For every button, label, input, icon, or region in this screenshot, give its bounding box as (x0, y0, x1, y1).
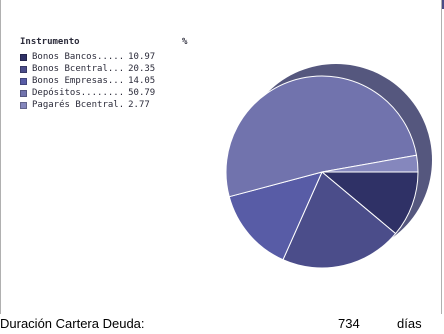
legend-item-value: 10.97 (128, 52, 156, 62)
legend-swatch (20, 101, 27, 109)
legend-header-name: Instrumento (20, 37, 80, 47)
duration-value: 734 (338, 316, 360, 331)
legend-item-value: 2.77 (128, 100, 150, 110)
pie-slice (228, 171, 323, 261)
legend-item-label: Depósitos........ (32, 88, 125, 98)
legend-item: Bonos Empresas... 14.05 (20, 75, 187, 87)
legend-item-value: 20.35 (128, 64, 156, 74)
legend-item-label: Bonos Bcentral... (32, 64, 125, 74)
legend-item: Depósitos........ 50.79 (20, 87, 187, 99)
duration-unit: días (397, 316, 422, 331)
legend-header-value: % (182, 37, 188, 47)
pie-chart (225, 64, 432, 269)
legend-item-label: Pagarés Bcentral. (32, 100, 125, 110)
legend-header: Instrumento % (20, 36, 187, 48)
legend-item-label: Bonos Empresas... (32, 76, 125, 86)
pie-slice (321, 154, 419, 173)
legend-item: Bonos Bancos..... 10.97 (20, 51, 187, 63)
legend-item-value: 50.79 (128, 88, 156, 98)
legend-swatch (20, 65, 27, 73)
legend-item: Bonos Bcentral... 20.35 (20, 63, 187, 75)
duration-label: Duración Cartera Deuda: (0, 316, 145, 331)
legend-item-value: 14.05 (128, 76, 156, 86)
legend-item: Pagarés Bcentral. 2.77 (20, 99, 187, 111)
legend-item-label: Bonos Bancos..... (32, 52, 125, 62)
pie-slice (282, 171, 397, 269)
legend-swatch (20, 89, 27, 97)
pie-slice (320, 171, 419, 235)
pie-slice (225, 75, 418, 198)
legend-swatch (20, 77, 27, 85)
footer-summary: Duración Cartera Deuda: 734 días (0, 314, 444, 334)
chart-legend: Instrumento % Bonos Bancos..... 10.97 Bono… (20, 36, 187, 111)
legend-swatch (20, 53, 27, 61)
